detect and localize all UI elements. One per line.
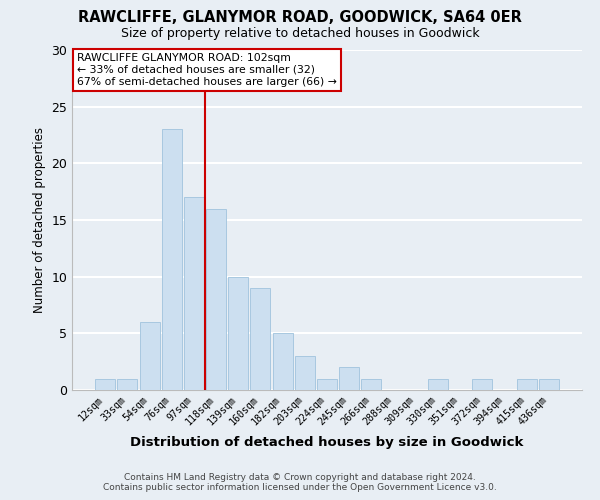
Bar	[184, 198, 204, 390]
Bar	[95, 378, 115, 390]
Text: RAWCLIFFE GLANYMOR ROAD: 102sqm
← 33% of detached houses are smaller (32)
67% of: RAWCLIFFE GLANYMOR ROAD: 102sqm ← 33% of…	[77, 54, 337, 86]
Bar	[428, 378, 448, 390]
Bar	[517, 378, 536, 390]
Bar	[118, 378, 137, 390]
Bar	[140, 322, 160, 390]
Bar	[272, 334, 293, 390]
Text: RAWCLIFFE, GLANYMOR ROAD, GOODWICK, SA64 0ER: RAWCLIFFE, GLANYMOR ROAD, GOODWICK, SA64…	[78, 10, 522, 25]
Bar	[206, 208, 226, 390]
Bar	[339, 368, 359, 390]
Bar	[295, 356, 315, 390]
X-axis label: Distribution of detached houses by size in Goodwick: Distribution of detached houses by size …	[130, 436, 524, 448]
Bar	[162, 130, 182, 390]
Text: Contains HM Land Registry data © Crown copyright and database right 2024.
Contai: Contains HM Land Registry data © Crown c…	[103, 473, 497, 492]
Bar	[317, 378, 337, 390]
Bar	[539, 378, 559, 390]
Bar	[250, 288, 271, 390]
Y-axis label: Number of detached properties: Number of detached properties	[33, 127, 46, 313]
Bar	[472, 378, 492, 390]
Bar	[228, 276, 248, 390]
Text: Size of property relative to detached houses in Goodwick: Size of property relative to detached ho…	[121, 28, 479, 40]
Bar	[361, 378, 382, 390]
